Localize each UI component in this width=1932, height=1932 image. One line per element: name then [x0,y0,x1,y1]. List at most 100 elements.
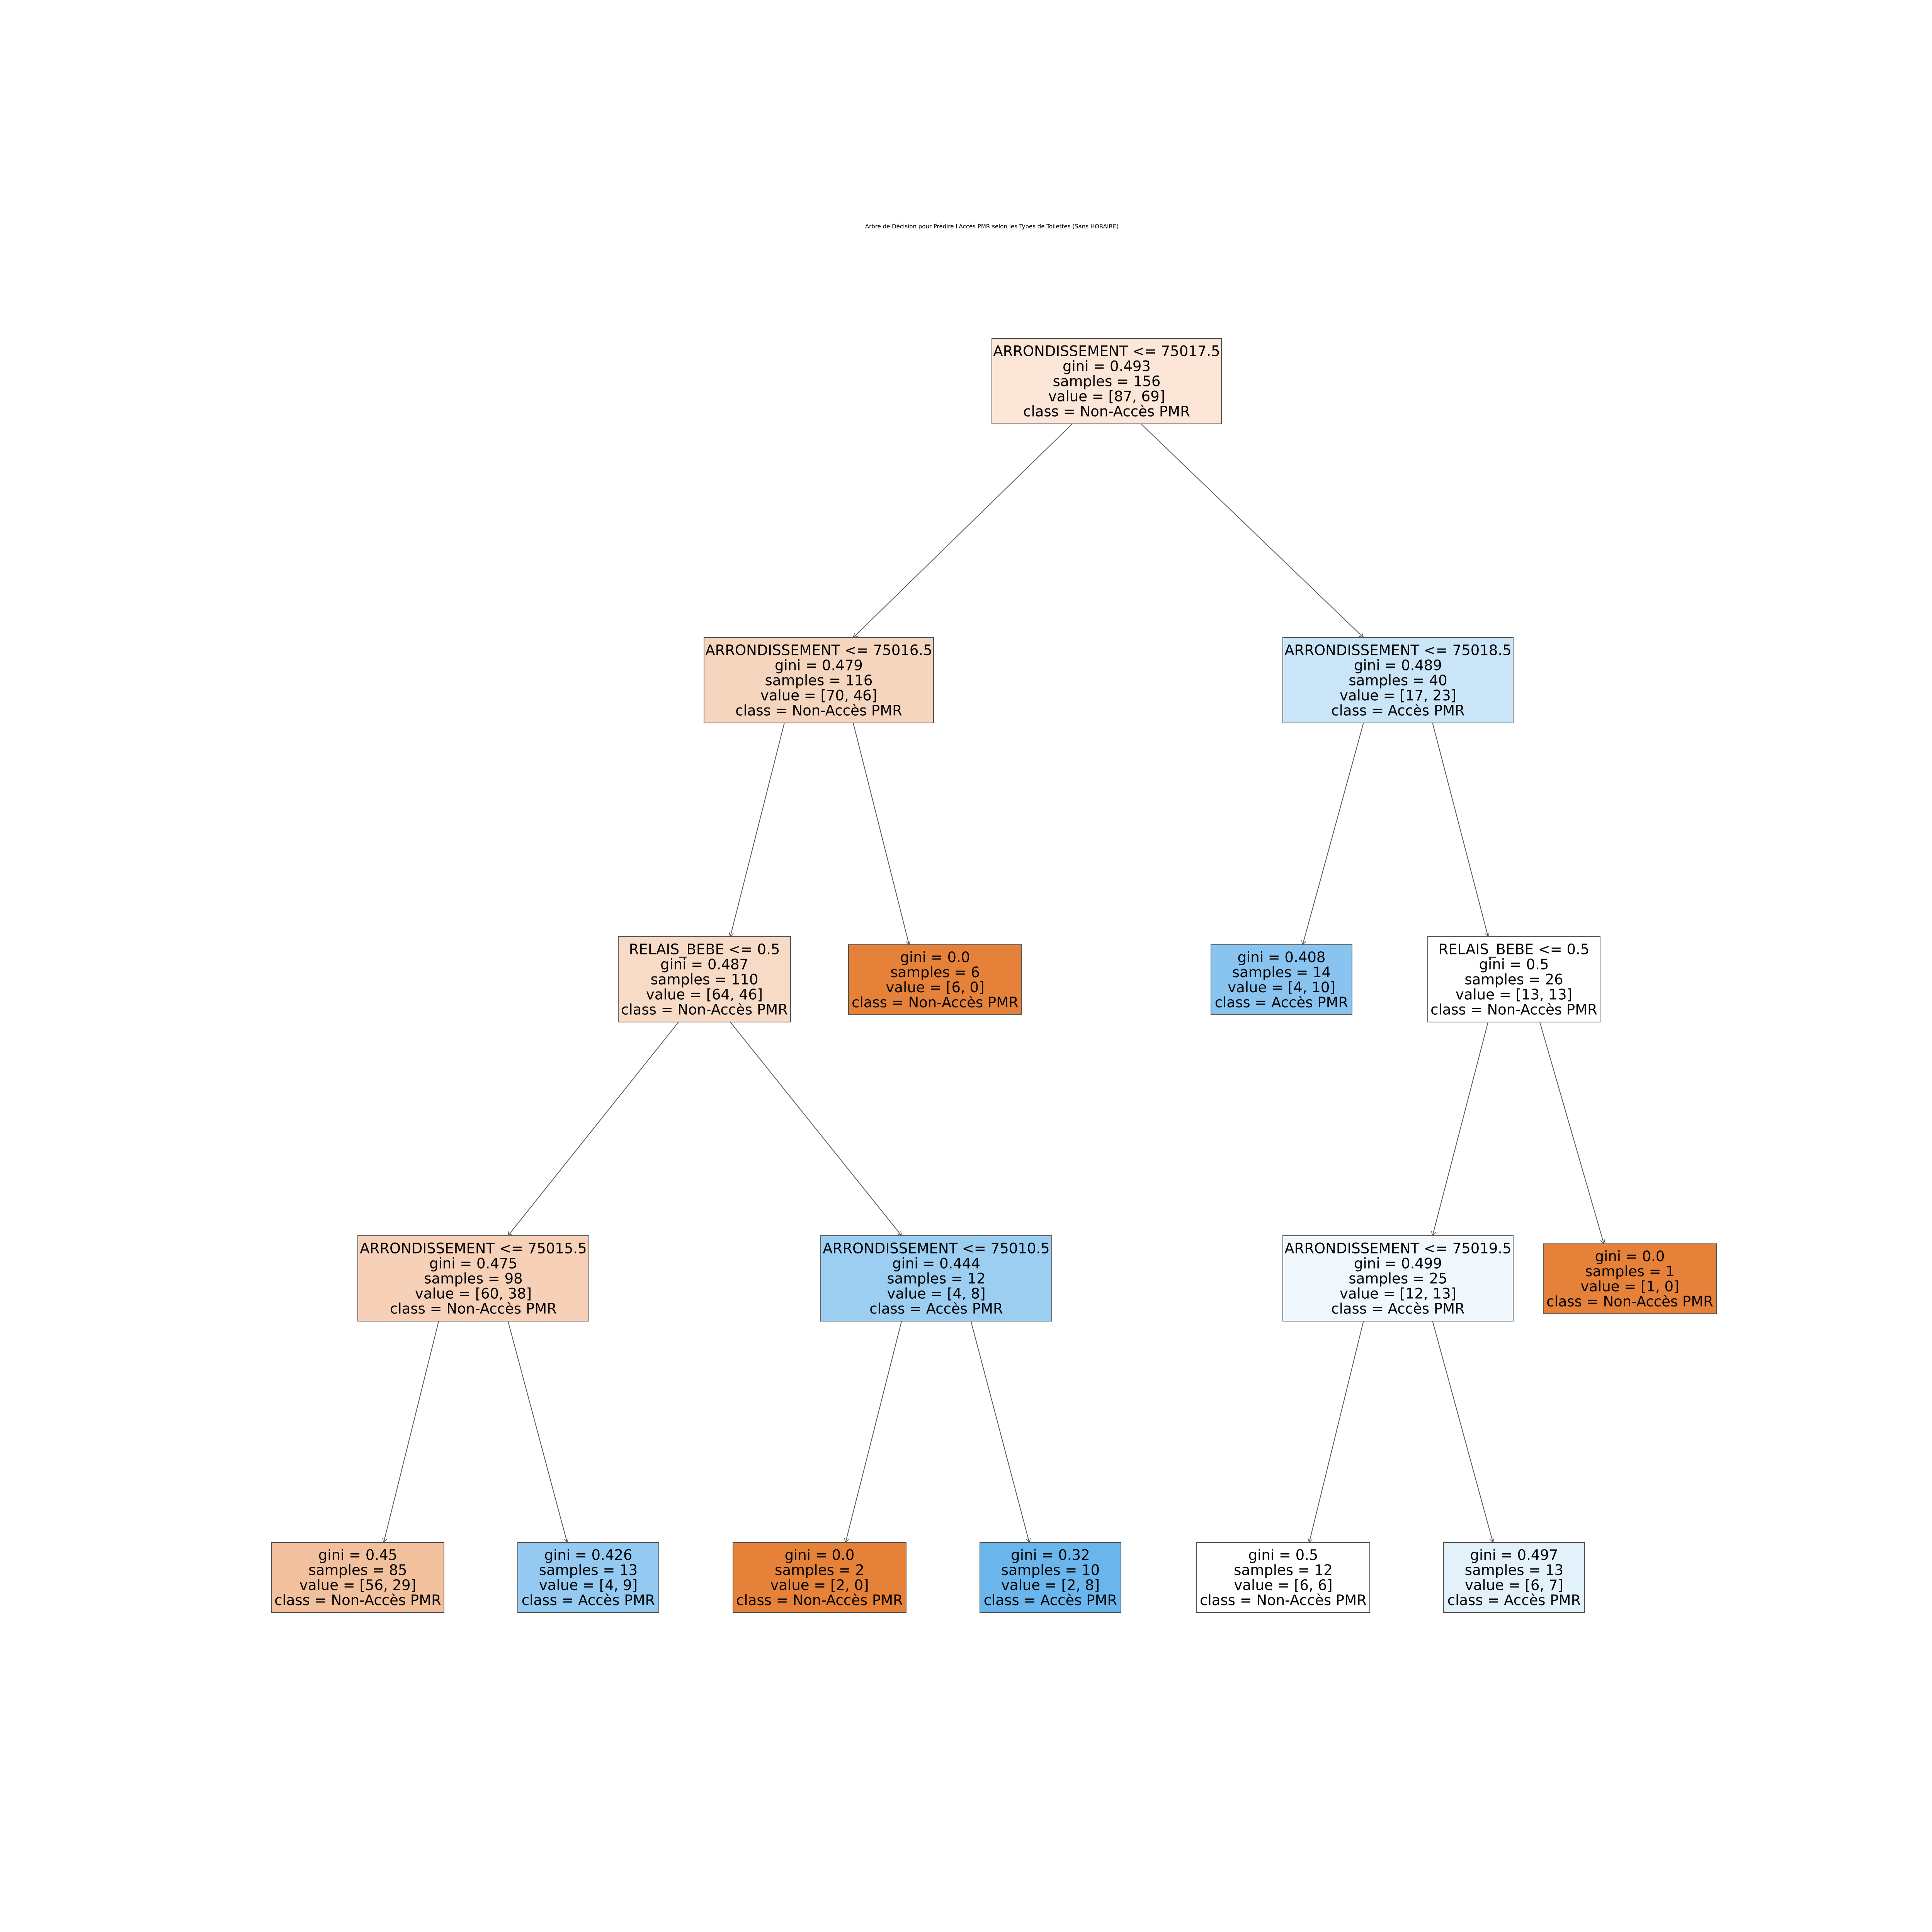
node-label-line: gini = 0.489 [1354,657,1442,674]
node-label-line: gini = 0.475 [429,1255,517,1272]
node-label-line: class = Accès PMR [1331,702,1464,719]
node-label-line: gini = 0.0 [1595,1248,1665,1265]
node-label-line: ARRONDISSEMENT <= 75016.5 [705,642,932,659]
node-label-line: class = Accès PMR [984,1592,1117,1609]
node-label-line: gini = 0.5 [1479,956,1549,973]
node-label-line: value = [87, 69] [1048,388,1165,405]
node-label-line: value = [56, 29] [299,1577,416,1594]
node-label-line: samples = 13 [539,1562,638,1578]
node-label-line: ARRONDISSEMENT <= 75010.5 [823,1240,1049,1257]
node-box [1196,1542,1370,1613]
node-label-line: samples = 6 [890,964,980,981]
node-label-line: samples = 156 [1053,373,1161,390]
tree-edge [1432,1321,1493,1543]
node-label-line: samples = 12 [1234,1562,1332,1578]
node-label-line: RELAIS_BEBE <= 0.5 [1439,941,1590,958]
node-label-line: samples = 40 [1349,672,1447,689]
node-label-line: ARRONDISSEMENT <= 75017.5 [993,343,1220,360]
node-label-line: ARRONDISSEMENT <= 75015.5 [360,1240,587,1257]
node-label-line: samples = 85 [308,1562,407,1578]
node-label-line: class = Non-Accès PMR [735,702,902,719]
node-label-line: ARRONDISSEMENT <= 75019.5 [1284,1240,1511,1257]
tree-edge [853,423,1073,638]
node-label-line: gini = 0.479 [775,657,863,674]
node-label-line: class = Non-Accès PMR [1546,1293,1713,1310]
node-label-line: class = Accès PMR [1331,1301,1464,1317]
node-label-line: gini = 0.426 [544,1547,633,1563]
node-label-line: samples = 12 [887,1270,985,1287]
tree-edge [507,1321,567,1543]
node-box [980,1542,1121,1613]
node-label-line: gini = 0.0 [785,1547,855,1563]
node-label-line: class = Non-Accès PMR [390,1301,557,1317]
node-label-line: class = Non-Accès PMR [1430,1002,1597,1018]
edges-layer [384,423,1604,1543]
node-box [848,944,1022,1015]
node-label-line: class = Non-Accès PMR [621,1002,788,1018]
node-box [1543,1243,1717,1314]
node-label-line: value = [70, 46] [760,687,877,704]
tree-edge [730,723,785,937]
node-label-line: gini = 0.32 [1011,1547,1090,1563]
node-box [1282,1235,1514,1321]
node-label-line: gini = 0.5 [1248,1547,1318,1563]
tree-edge [1432,723,1488,937]
node-label-line: gini = 0.444 [892,1255,980,1272]
tree-edge [1141,423,1364,638]
node-label-line: gini = 0.499 [1354,1255,1442,1272]
node-label-line: gini = 0.45 [318,1547,397,1563]
tree-edge [853,723,909,945]
node-label-line: samples = 26 [1464,971,1563,988]
node-box [618,936,791,1022]
node-label-line: value = [1, 0] [1580,1278,1679,1295]
node-label-line: value = [6, 7] [1465,1577,1563,1594]
node-label-line: value = [64, 46] [646,986,763,1003]
node-label-line: class = Accès PMR [1215,994,1348,1011]
node-label-line: gini = 0.408 [1238,949,1326,966]
node-label-line: samples = 25 [1349,1270,1447,1287]
diagram-title: Arbre de Décision pour Prédire l'Accès P… [865,223,1119,230]
node-label-line: samples = 98 [424,1270,522,1287]
node-label-line: class = Non-Accès PMR [274,1592,441,1609]
tree-edge [508,1022,679,1236]
node-label-line: class = Accès PMR [1447,1592,1581,1609]
tree-edge [1539,1022,1604,1244]
tree-edge [1432,1022,1489,1236]
node-label-line: class = Accès PMR [869,1301,1003,1317]
node-label-line: gini = 0.487 [660,956,748,973]
node-box [1282,637,1514,723]
node-box [820,1235,1052,1321]
tree-edge [730,1022,901,1236]
node-label-line: samples = 10 [1001,1562,1100,1578]
tree-edge [845,1321,902,1543]
node-label-line: value = [13, 13] [1456,986,1572,1003]
node-label-line: samples = 2 [775,1562,864,1578]
node-label-line: class = Non-Accès PMR [1200,1592,1367,1609]
node-label-line: value = [4, 10] [1228,979,1335,996]
node-label-line: samples = 1 [1585,1263,1675,1280]
node-box [1211,944,1352,1015]
node-box [704,637,934,723]
node-label-line: class = Non-Accès PMR [852,994,1019,1011]
node-label-line: value = [4, 8] [887,1286,985,1302]
node-label-line: value = [6, 0] [886,979,984,996]
node-label-line: value = [12, 13] [1340,1286,1456,1302]
node-label-line: samples = 110 [651,971,759,988]
node-box [1427,936,1600,1022]
node-label-line: RELAIS_BEBE <= 0.5 [629,941,780,958]
node-box [271,1542,444,1613]
